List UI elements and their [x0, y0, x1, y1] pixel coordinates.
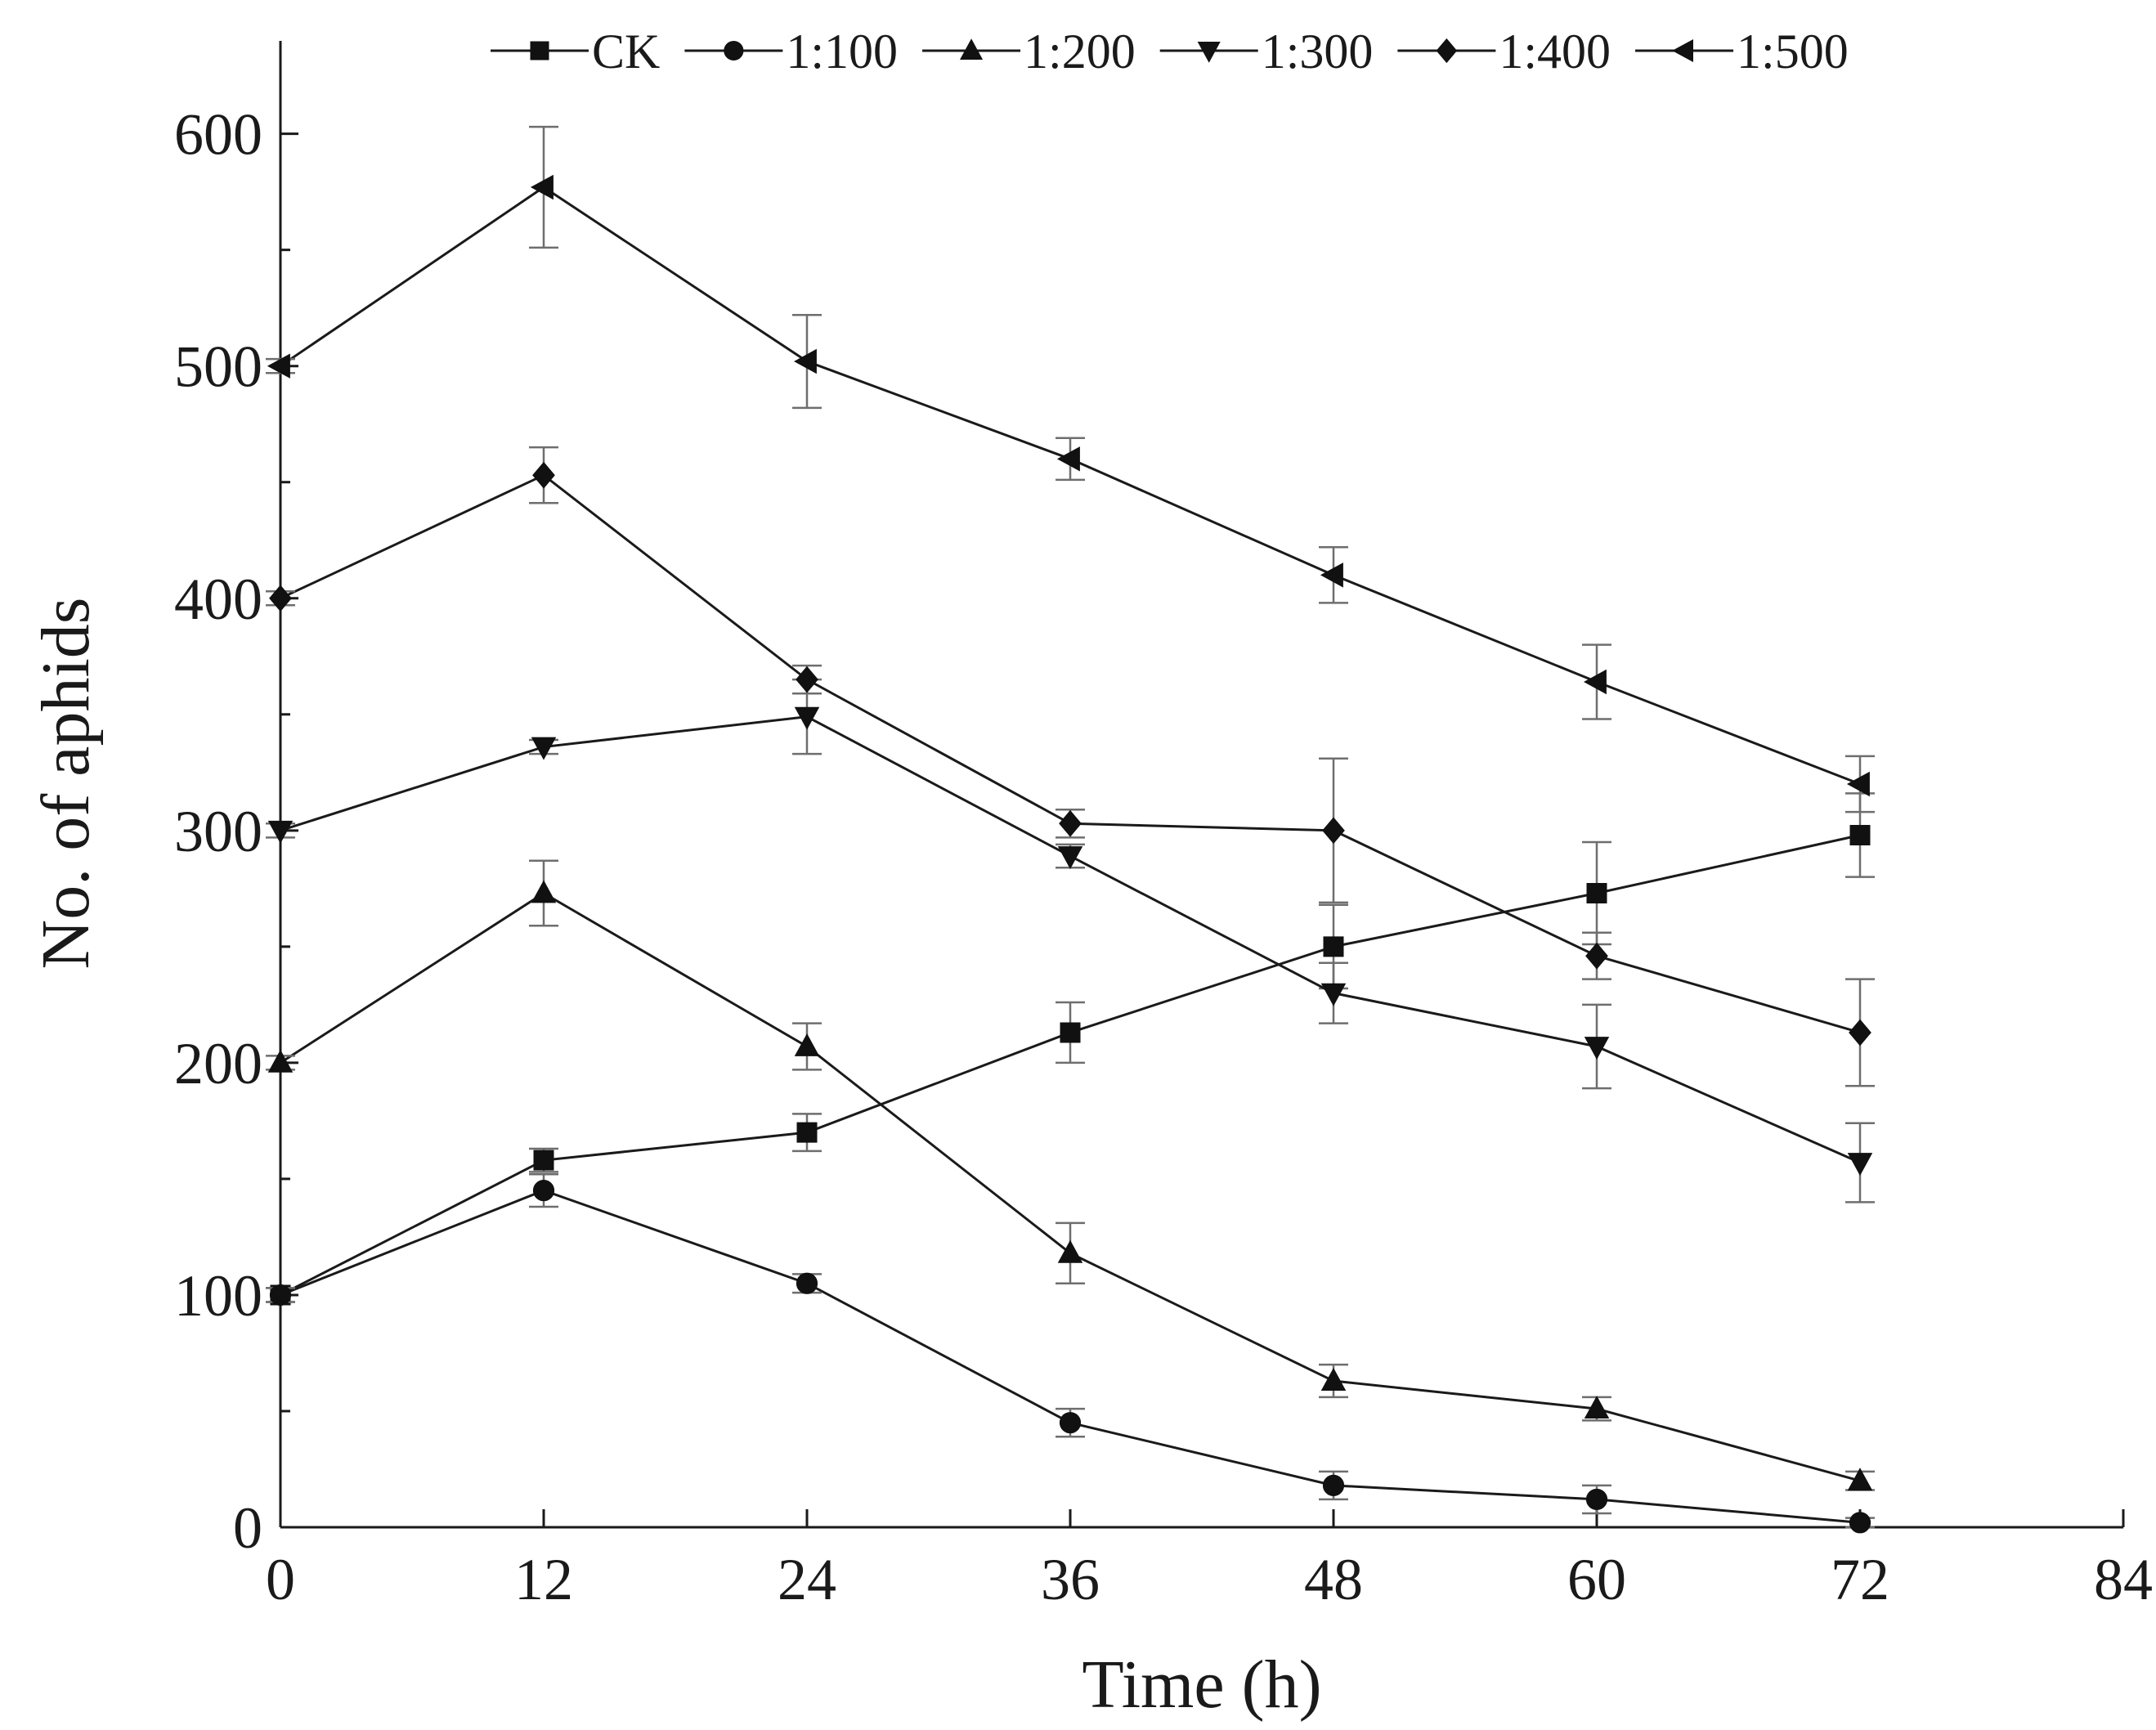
data-point: [1056, 446, 1080, 472]
axes: [279, 41, 2123, 1529]
data-point: [796, 1272, 818, 1294]
data-point: [1585, 942, 1608, 970]
x-tick-label: 24: [778, 1547, 836, 1612]
data-point: [530, 174, 554, 200]
series-1-200: [266, 859, 1875, 1491]
data-point: [533, 1150, 554, 1171]
data-point: [269, 585, 292, 612]
data-point: [531, 880, 557, 903]
y-tick-label: 600: [174, 102, 262, 168]
series-layer: [266, 125, 1875, 1534]
legend-item: 1:200: [922, 25, 1136, 78]
data-point: [267, 820, 294, 844]
legend-label: 1:300: [1262, 25, 1374, 78]
data-point: [1586, 883, 1607, 904]
legend-marker: [724, 40, 744, 61]
series-line: [280, 186, 1861, 786]
data-point: [1059, 1412, 1082, 1434]
y-tick-label: 400: [174, 567, 262, 632]
data-point: [796, 666, 818, 693]
y-tick-label: 100: [174, 1263, 262, 1329]
legend: CK 1:100 1:200 1:300 1:400 1:500: [491, 25, 1849, 78]
data-point: [1059, 809, 1082, 837]
data-point: [1849, 824, 1871, 845]
data-point: [532, 1180, 555, 1202]
x-tick-label: 48: [1304, 1547, 1363, 1612]
data-point: [1320, 1367, 1347, 1391]
data-point: [1060, 1022, 1081, 1043]
legend-label: CK: [592, 25, 660, 78]
data-point: [532, 461, 555, 489]
y-axis-title: No. of aphids: [28, 598, 104, 970]
legend-item: 1:400: [1397, 25, 1611, 78]
x-tick-label: 60: [1567, 1547, 1626, 1612]
series-CK: [266, 792, 1875, 1306]
data-point: [1583, 669, 1607, 695]
data-point: [1846, 771, 1870, 797]
x-tick-label: 84: [2094, 1547, 2153, 1612]
legend-marker: [1436, 38, 1458, 64]
legend-item: 1:300: [1159, 25, 1374, 78]
x-tick-label: 72: [1831, 1547, 1889, 1612]
legend-label: 1:400: [1499, 25, 1611, 78]
legend-label: 1:500: [1737, 25, 1849, 78]
data-point: [1585, 1488, 1608, 1511]
legend-marker: [1672, 38, 1693, 63]
data-point: [267, 353, 290, 379]
x-tick-label: 36: [1041, 1547, 1100, 1612]
data-point: [531, 737, 557, 760]
y-tick-label: 200: [174, 1031, 262, 1096]
y-tick-label: 500: [174, 334, 262, 400]
x-tick-label: 12: [514, 1547, 573, 1612]
data-point: [793, 348, 817, 374]
y-tick-label: 0: [233, 1495, 262, 1561]
data-point: [267, 1049, 294, 1073]
series-1-400: [266, 446, 1875, 1087]
legend-item: CK: [491, 25, 660, 78]
series-line: [280, 473, 1861, 1034]
data-point: [794, 1033, 820, 1056]
legend-marker: [1197, 42, 1221, 63]
data-point: [1320, 983, 1347, 1006]
data-point: [1057, 1239, 1083, 1263]
data-point: [1322, 1474, 1345, 1496]
series-1-100: [266, 1172, 1875, 1534]
legend-marker: [530, 41, 549, 61]
data-point: [1323, 936, 1344, 957]
data-point: [1849, 1512, 1871, 1534]
series-1-300: [266, 678, 1875, 1203]
data-point: [269, 1284, 292, 1306]
data-point: [1849, 1019, 1871, 1047]
tick-labels: 0 12 24 36 48 60 72 84 0 100 200 300 400 500 600: [174, 102, 2153, 1612]
data-point: [1320, 562, 1343, 588]
series-1-500: [266, 125, 1875, 813]
series-line: [280, 715, 1861, 1164]
series-line: [280, 891, 1861, 1482]
data-point: [1847, 1153, 1873, 1176]
legend-item: 1:100: [684, 25, 898, 78]
data-point: [1322, 817, 1345, 845]
x-axis-title: Time (h): [1082, 1647, 1321, 1723]
data-point: [1057, 846, 1083, 870]
y-tick-label: 300: [174, 799, 262, 864]
legend-label: 1:200: [1024, 25, 1136, 78]
x-tick-label: 0: [266, 1547, 295, 1612]
legend-label: 1:100: [786, 25, 898, 78]
data-point: [1584, 1037, 1610, 1060]
data-point: [796, 1122, 818, 1143]
data-point: [1847, 1468, 1873, 1491]
legend-item: 1:500: [1635, 25, 1849, 78]
legend-marker: [959, 38, 984, 60]
data-point: [794, 706, 820, 730]
data-point: [1584, 1396, 1610, 1419]
